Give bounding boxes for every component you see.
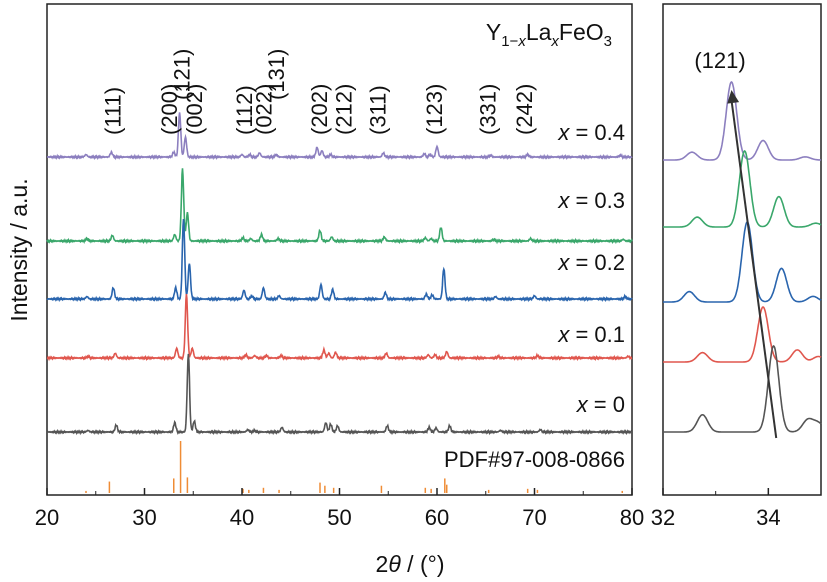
series-label-value: = 0.2 (569, 250, 625, 275)
series-label-value: = 0 (588, 392, 625, 417)
series-line (46, 218, 633, 303)
inset-series-line (663, 344, 822, 433)
title-mid: La (526, 19, 552, 45)
miller-index-label: (123) (422, 84, 447, 135)
miller-index-label: (112) (232, 85, 257, 135)
series-label-var: x (557, 120, 570, 145)
series-line (46, 294, 633, 362)
inset-x-tick-label: 32 (651, 505, 675, 530)
miller-index-label: (212) (331, 84, 356, 135)
miller-index-label: (331) (476, 84, 501, 135)
miller-index-label: (200) (157, 84, 182, 135)
series-line (46, 168, 633, 245)
inset-plot-frame (662, 3, 822, 496)
x-tick-label: 50 (327, 505, 351, 530)
miller-index-labels: (111) (200)(121)(002) (112)(022)(131) (202)… (100, 49, 537, 135)
series-label-var: x (576, 392, 589, 417)
inset-x-tick-label: 34 (756, 505, 780, 530)
inset-series-line (663, 306, 822, 363)
series-label-var: x (557, 250, 570, 275)
series-label: x = 0.3 (557, 188, 625, 213)
inset-series-group (663, 81, 822, 433)
main-plot-frame (46, 3, 633, 496)
series-label: x = 0.1 (557, 322, 625, 347)
series-line (46, 353, 633, 436)
inset-series-line (663, 221, 822, 303)
title-sub-3: x (550, 33, 559, 50)
x-axis-label: 2θ / (°) (376, 551, 445, 577)
miller-index-label: (242) (512, 84, 537, 135)
inset-series-line (663, 81, 821, 161)
x-label-unit: / (°) (401, 551, 445, 577)
series-line (47, 112, 633, 161)
series-label-var: x (557, 322, 570, 347)
reference-label: PDF#97-008-0866 (444, 447, 625, 472)
title-sub-4: 3 (604, 33, 612, 50)
x-label-prefix: 2 (376, 551, 389, 577)
trend-arrow (730, 99, 778, 439)
x-label-theta: θ (388, 551, 401, 577)
x-tick-label: 80 (620, 505, 644, 530)
series-labels: x = 0.4x = 0.3x = 0.2x = 0.1x = 0 (557, 120, 625, 417)
miller-index-label: (121) (170, 49, 195, 100)
x-tick-label: 70 (522, 505, 546, 530)
title-tail: FeO (559, 19, 604, 45)
miller-index-label: (022) (251, 84, 276, 135)
x-tick-label: 30 (132, 505, 156, 530)
series-label: x = 0.2 (557, 250, 625, 275)
series-label: x = 0.4 (557, 120, 625, 145)
inset-series-line (663, 150, 822, 228)
chart-title: Y1−xLaxFeO3 (486, 19, 612, 50)
miller-index-label: (002) (182, 84, 207, 135)
miller-index-label: (311) (366, 85, 391, 135)
inset-x-ticks: 32 34 (651, 488, 781, 530)
main-x-ticks: 20 30 40 50 60 70 80 (35, 488, 644, 530)
series-label-value: = 0.1 (569, 322, 625, 347)
series-label-var: x (557, 188, 570, 213)
title-sub-1: 1− (501, 33, 518, 50)
x-tick-label: 60 (425, 505, 449, 530)
inset-panel: 32 34 (121) (651, 3, 822, 530)
main-panel: (111) (200)(121)(002) (112)(022)(131) (202)… (6, 3, 644, 577)
title-sub-2: x (517, 33, 526, 50)
series-label-value: = 0.4 (569, 120, 625, 145)
main-series-group (46, 112, 633, 436)
x-tick-label: 40 (230, 505, 254, 530)
y-axis-label: Intensity / a.u. (6, 178, 32, 321)
series-label-value: = 0.3 (569, 188, 625, 213)
miller-index-label: (131) (264, 49, 289, 100)
series-label: x = 0 (576, 392, 625, 417)
trend-arrow-head (727, 90, 740, 104)
miller-index-label: (202) (307, 84, 332, 135)
inset-annotation: (121) (694, 48, 745, 73)
title-base: Y (486, 19, 501, 45)
reference-sticks (85, 441, 623, 493)
miller-index-label: (111) (100, 87, 125, 135)
x-tick-label: 20 (35, 505, 59, 530)
